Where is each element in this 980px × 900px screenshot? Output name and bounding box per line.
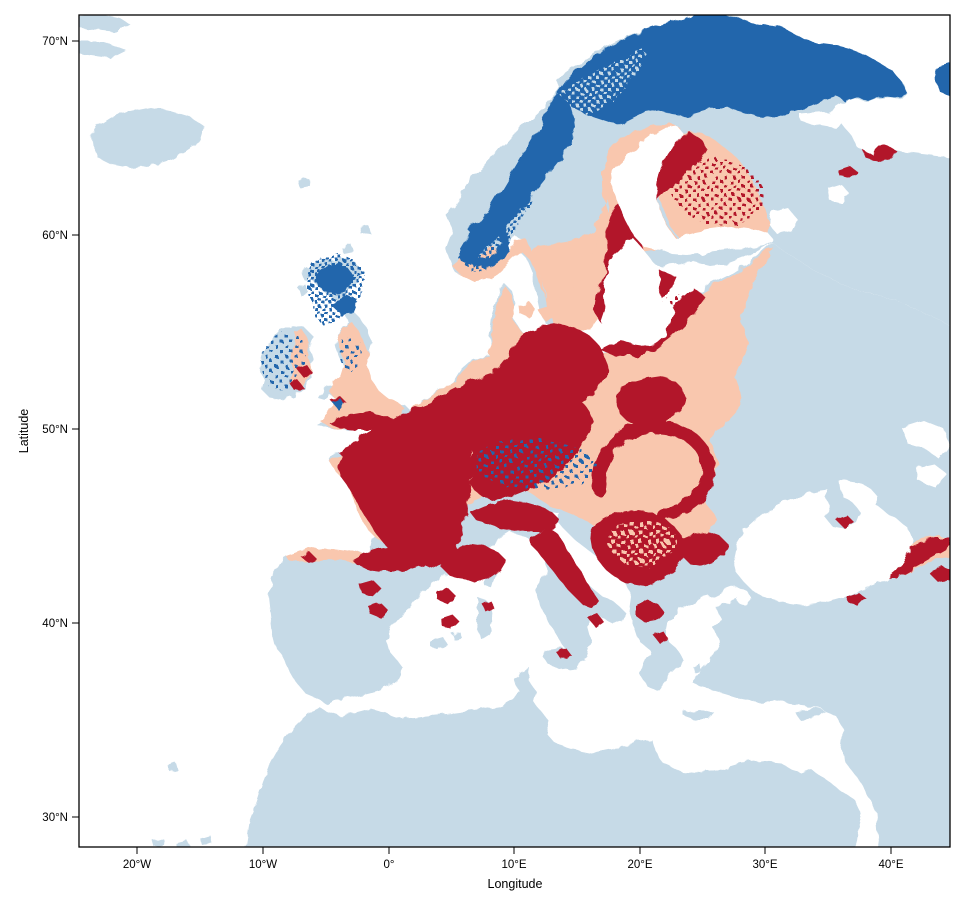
land-iceland <box>90 107 205 168</box>
y-tick-label: 70°N <box>42 36 68 48</box>
speckle-red-finland <box>668 158 766 226</box>
speckle-pale-on-blue-north <box>556 48 646 114</box>
data-red-england-south <box>290 364 400 460</box>
x-tick-label: 10°E <box>501 859 526 871</box>
data-blue-south-norway-ring <box>462 221 509 267</box>
y-tick-label: 50°N <box>42 424 68 436</box>
white-sea <box>800 100 882 154</box>
x-axis-title: Longitude <box>488 877 543 891</box>
data-red-carpathian-ring <box>592 420 715 521</box>
x-tick-label: 20°E <box>627 859 652 871</box>
data-red-apennines <box>482 528 604 660</box>
land-greenland-corner <box>79 15 131 58</box>
speckle-blue-scandes-flanks <box>458 112 568 272</box>
y-tick-label: 60°N <box>42 230 68 242</box>
x-tick-label: 30°E <box>752 859 777 871</box>
sea-of-azov <box>832 480 878 524</box>
baltic-sea <box>601 238 694 346</box>
data-red-belarus <box>616 376 686 426</box>
land-north-africa <box>245 669 862 847</box>
map-layers <box>79 15 950 847</box>
gulf-of-bothnia <box>611 127 683 250</box>
data-blue-barents-sliver <box>934 62 950 97</box>
black-sea <box>733 488 913 606</box>
x-tick-label: 0° <box>384 859 395 871</box>
data-peach-danish-isles-gotland <box>518 272 627 321</box>
land-corsica-sardinia <box>476 556 497 640</box>
land-crimea <box>824 482 860 528</box>
data-red-crimea-tip <box>836 516 854 528</box>
land-faroe <box>298 178 310 188</box>
speckle-peach-balkans <box>608 520 678 568</box>
x-tick-label: 20°W <box>123 859 151 871</box>
data-red-poland <box>490 324 608 424</box>
gulf-of-finland <box>662 227 773 255</box>
data-blue-far-north <box>556 15 905 124</box>
speckle-blue-scotland <box>306 254 366 326</box>
data-red-pyrenees-catalonia <box>300 544 506 630</box>
y-axis: 70°N 60°N 50°N 40°N 30°N Latitude <box>17 36 79 824</box>
x-tick-label: 10°W <box>249 859 277 871</box>
data-red-france <box>338 402 474 568</box>
y-tick-label: 30°N <box>42 812 68 824</box>
x-axis: 20°W 10°W 0° 10°E 20°E 30°E 40°E Longitu… <box>123 847 904 891</box>
x-tick-label: 40°E <box>878 859 903 871</box>
land-hebrides-orkney-shetland <box>298 225 370 295</box>
speckle-blue-north-england <box>340 336 362 372</box>
speckle-blue-ireland <box>260 332 306 392</box>
y-tick-label: 40°N <box>42 618 68 630</box>
y-axis-title: Latitude <box>17 409 31 454</box>
data-red-alps-south <box>470 500 560 532</box>
speckle-blue-alps <box>476 438 600 490</box>
data-red-karelia <box>838 142 898 178</box>
land-madeira-canaries <box>152 763 212 847</box>
volga-reservoirs <box>902 421 949 487</box>
sea-of-marmara <box>737 596 751 604</box>
lakes-ladoga-onega <box>769 184 849 234</box>
